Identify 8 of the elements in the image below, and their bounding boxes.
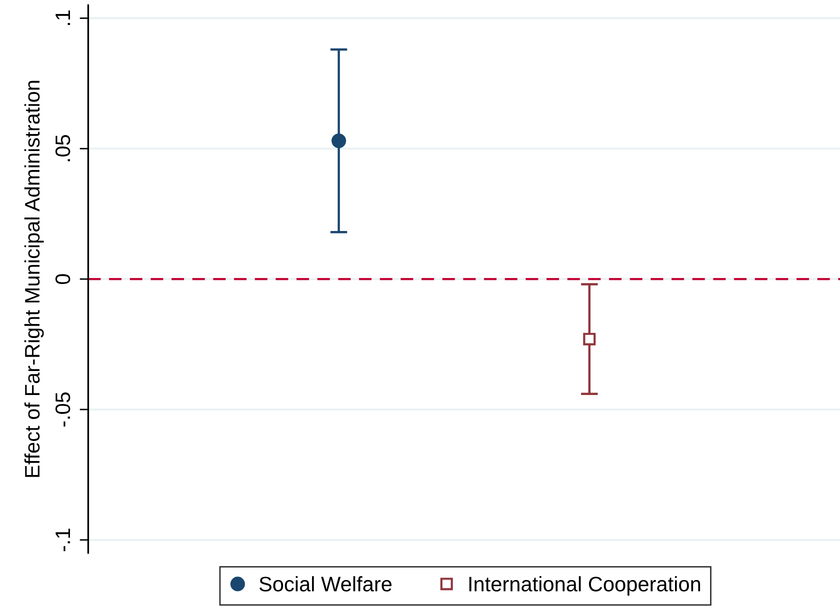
y-tick-label: -.1	[56, 528, 70, 552]
y-tick-label: -.05	[55, 392, 70, 427]
y-tick-label: .1	[56, 10, 70, 25]
legend-label: Social Welfare	[259, 576, 392, 592]
y-tick-label: .05	[55, 135, 70, 162]
y-tick-label: 0	[55, 274, 70, 284]
legend-label: International Cooperation	[469, 576, 700, 596]
y-axis-title: Effect of Far-Right Municipal Administration	[24, 80, 44, 477]
